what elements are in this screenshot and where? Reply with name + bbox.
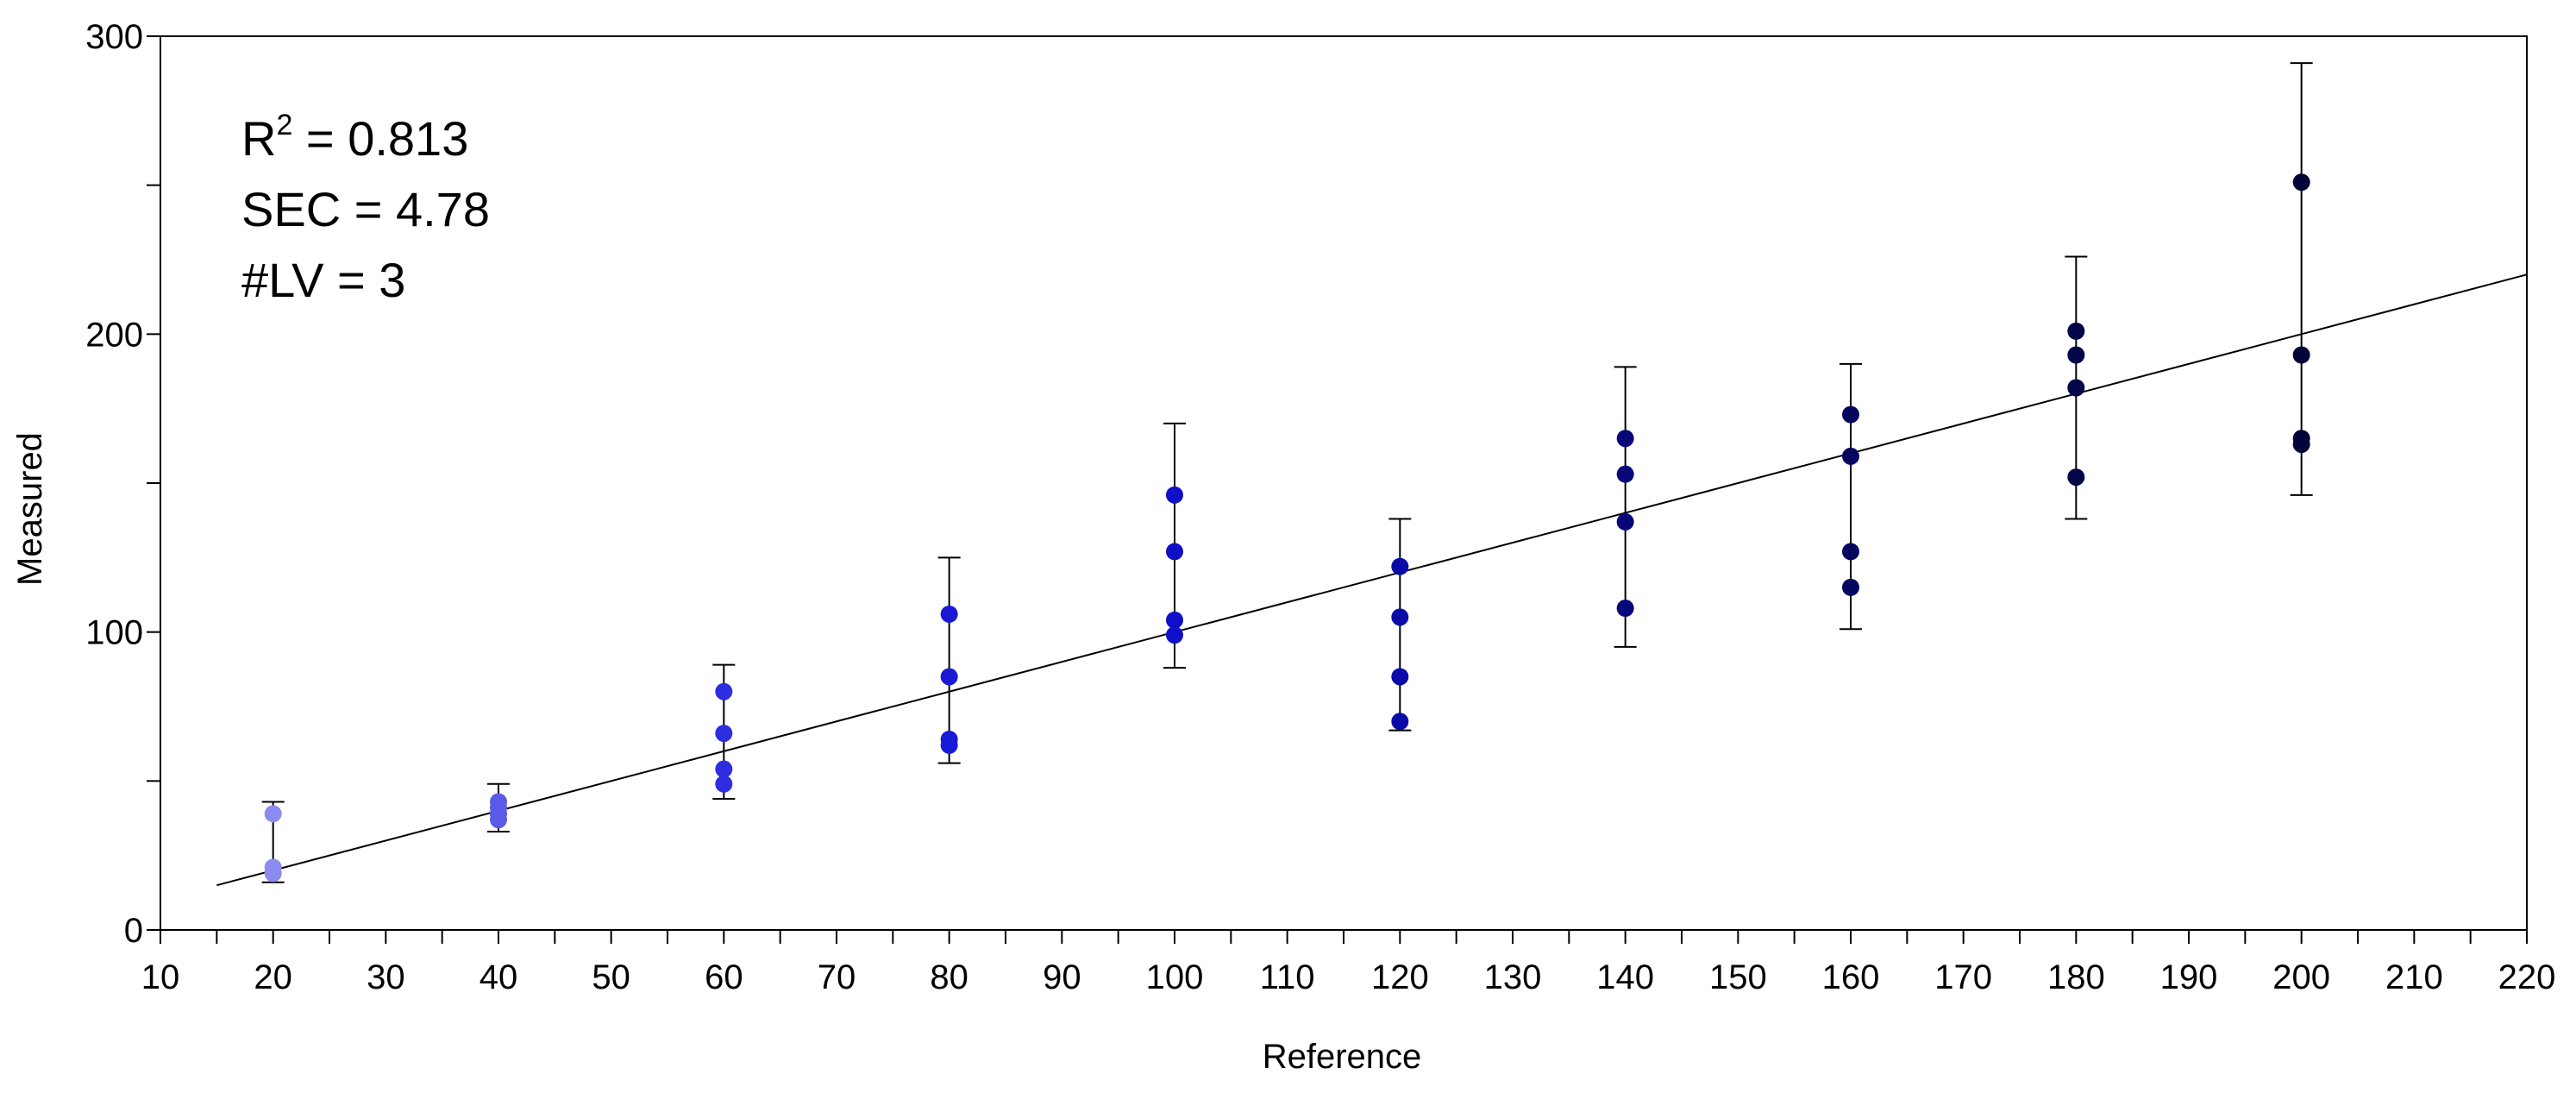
y-tick-label: 0 <box>124 912 143 950</box>
data-point <box>715 725 733 743</box>
plot-area-border <box>160 35 2528 931</box>
data-point <box>2067 468 2085 487</box>
data-point <box>1616 430 1634 448</box>
latent-variables-label: #LV = 3 <box>241 253 405 307</box>
y-tick-label: 200 <box>85 316 143 354</box>
data-point <box>1166 611 1183 629</box>
data-point <box>1166 626 1183 644</box>
data-point <box>1616 600 1634 618</box>
x-tick-label: 120 <box>1371 958 1429 996</box>
data-point <box>1391 713 1409 731</box>
r-squared-label: R2 = 0.813 <box>241 109 468 166</box>
data-point <box>1616 512 1634 531</box>
x-tick-label: 200 <box>2272 958 2330 996</box>
fit-statistics: R2 = 0.813 SEC = 4.78 #LV = 3 <box>241 109 490 307</box>
data-point <box>2067 322 2085 340</box>
x-tick-label: 40 <box>479 958 518 996</box>
y-tick-label: 100 <box>85 614 143 652</box>
data-point <box>715 682 733 700</box>
x-tick-label: 170 <box>1934 958 1992 996</box>
sec-label: SEC = 4.78 <box>241 182 490 236</box>
y-tick-label: 300 <box>85 18 143 56</box>
data-point <box>1166 543 1183 561</box>
x-tick-label: 90 <box>1043 958 1081 996</box>
x-tick-label: 70 <box>818 958 856 996</box>
data-point <box>940 605 958 623</box>
x-tick-label: 110 <box>1260 958 1315 996</box>
x-tick-label: 180 <box>2047 958 2105 996</box>
data-point <box>2292 436 2310 454</box>
data-point <box>2067 379 2085 397</box>
x-tick-label: 80 <box>930 958 968 996</box>
x-tick-label: 10 <box>141 958 180 996</box>
data-point <box>1842 543 1859 561</box>
y-axis-title: Measured <box>11 432 49 586</box>
data-point <box>2067 346 2085 364</box>
x-tick-label: 150 <box>1709 958 1767 996</box>
x-tick-label: 30 <box>367 958 405 996</box>
data-point <box>1166 486 1183 504</box>
data-point <box>940 668 958 686</box>
x-tick-label: 20 <box>254 958 292 996</box>
data-point <box>1391 608 1409 626</box>
x-tick-label: 60 <box>705 958 743 996</box>
data-point <box>1842 447 1859 465</box>
x-tick-label: 220 <box>2498 958 2556 996</box>
x-tick-label: 190 <box>2160 958 2218 996</box>
x-tick-label: 130 <box>1484 958 1542 996</box>
data-point <box>490 811 507 829</box>
data-point <box>264 805 282 823</box>
x-tick-label: 210 <box>2385 958 2443 996</box>
data-point <box>715 760 733 778</box>
x-tick-label: 140 <box>1596 958 1654 996</box>
x-axis-title: Reference <box>1263 1038 1422 1076</box>
data-point <box>1391 557 1409 575</box>
data-point <box>1391 668 1409 686</box>
data-point <box>1842 405 1859 424</box>
x-tick-label: 160 <box>1822 958 1880 996</box>
x-tick-label: 100 <box>1146 958 1204 996</box>
data-point <box>1616 465 1634 483</box>
r-squared-superscript: 2 <box>276 109 292 141</box>
data-point <box>940 736 958 754</box>
data-point <box>2292 173 2310 192</box>
data-point <box>2292 346 2310 364</box>
x-tick-label: 50 <box>592 958 630 996</box>
regression-line <box>216 273 2528 887</box>
data-point <box>264 864 282 883</box>
data-point <box>715 775 733 793</box>
data-point <box>1842 578 1859 596</box>
